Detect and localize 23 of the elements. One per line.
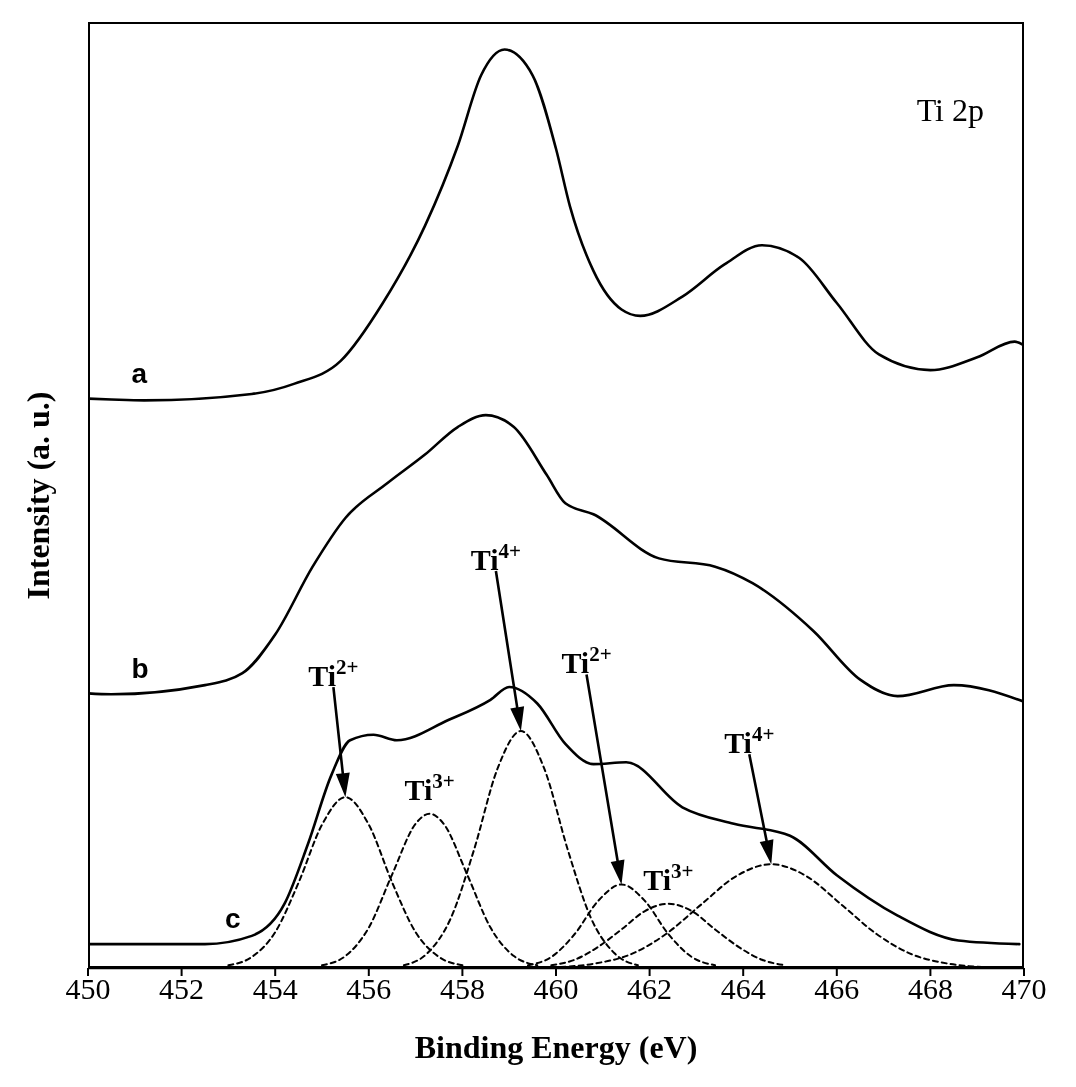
series-label: b [131,653,149,685]
x-tick-label: 454 [252,972,298,1006]
annotation: Ti$^{3+}$ [643,858,694,896]
x-tick-label: 462 [627,972,673,1006]
annotation: Ti$^{2+}$ [561,642,612,680]
annotation: Ti 2p [916,92,984,129]
annotation: Ti$^{2+}$ [308,655,359,693]
x-tick-label: 468 [907,972,953,1006]
annotation: Ti$^{4+}$ [470,539,522,577]
series-label: c [225,903,241,935]
x-tick-label: 470 [1001,972,1047,1006]
annotation: Ti$^{3+}$ [404,768,455,806]
x-tick-label: 458 [439,972,485,1006]
x-tick-label: 452 [159,972,205,1006]
x-tick-label: 464 [720,972,766,1006]
x-tick-label: 456 [346,972,392,1006]
series-label: a [131,358,148,390]
x-tick-label: 466 [814,972,860,1006]
y-axis-title: Intensity (a. u.) [19,390,57,600]
annotation: Ti$^{4+}$ [724,722,775,760]
x-tick-label: 460 [533,972,579,1006]
x-tick-label: 450 [65,972,111,1006]
x-axis-title: Binding Energy (eV) [414,1029,698,1065]
